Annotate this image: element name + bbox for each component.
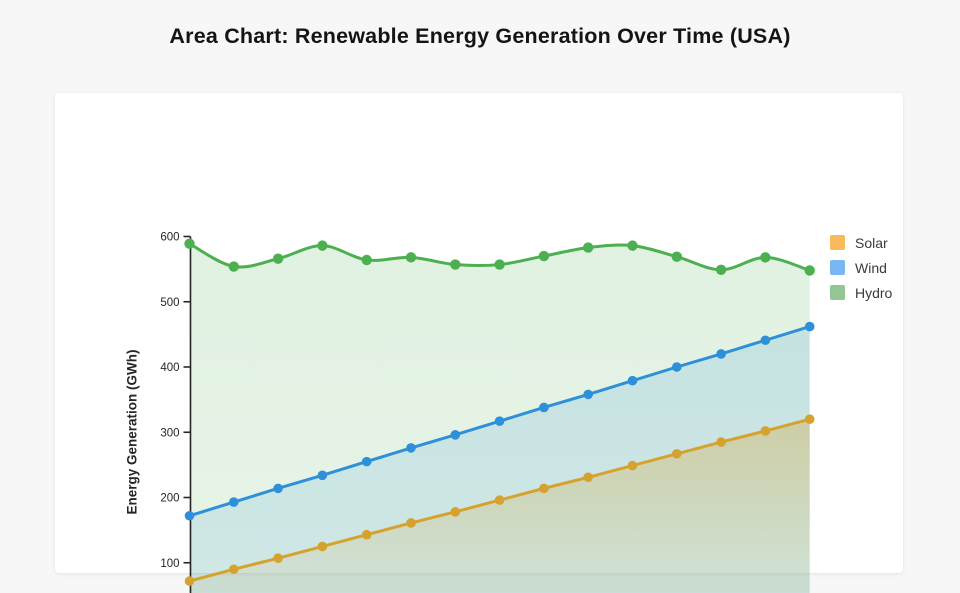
data-point-hydro[interactable] bbox=[406, 252, 416, 262]
y-axis-title: Energy Generation (GWh) bbox=[125, 349, 140, 514]
data-point-wind[interactable] bbox=[761, 335, 771, 345]
data-point-hydro[interactable] bbox=[805, 265, 815, 275]
data-point-hydro[interactable] bbox=[184, 238, 194, 248]
legend-label: Wind bbox=[855, 260, 887, 276]
legend-label: Solar bbox=[855, 235, 888, 251]
data-point-solar[interactable] bbox=[539, 484, 549, 494]
data-point-wind[interactable] bbox=[583, 390, 593, 400]
data-point-solar[interactable] bbox=[273, 553, 283, 563]
legend-item-wind[interactable]: Wind bbox=[830, 255, 892, 280]
data-point-solar[interactable] bbox=[229, 564, 239, 574]
data-point-wind[interactable] bbox=[229, 497, 239, 507]
data-point-wind[interactable] bbox=[805, 322, 815, 332]
y-tick-label: 100 bbox=[160, 558, 179, 570]
data-point-wind[interactable] bbox=[716, 349, 726, 359]
legend-swatch-wind bbox=[830, 260, 845, 275]
data-point-solar[interactable] bbox=[761, 426, 771, 436]
data-point-hydro[interactable] bbox=[450, 259, 460, 269]
data-point-wind[interactable] bbox=[318, 471, 328, 481]
legend-item-hydro[interactable]: Hydro bbox=[830, 280, 892, 305]
data-point-hydro[interactable] bbox=[273, 253, 283, 263]
data-point-wind[interactable] bbox=[451, 430, 461, 440]
data-point-hydro[interactable] bbox=[583, 242, 593, 252]
data-point-solar[interactable] bbox=[583, 472, 593, 482]
chart-card: 100 200 300 400 500 600 Energy Generation (GW… bbox=[55, 93, 903, 573]
data-point-solar[interactable] bbox=[805, 414, 815, 424]
data-point-wind[interactable] bbox=[495, 416, 505, 426]
y-axis: 100 200 300 400 500 600 bbox=[160, 232, 190, 593]
data-point-solar[interactable] bbox=[451, 507, 461, 517]
y-tick-label: 300 bbox=[160, 427, 179, 439]
data-point-hydro[interactable] bbox=[672, 252, 682, 262]
data-point-solar[interactable] bbox=[362, 530, 372, 540]
data-point-hydro[interactable] bbox=[539, 251, 549, 261]
data-point-solar[interactable] bbox=[628, 461, 638, 471]
legend-item-solar[interactable]: Solar bbox=[830, 230, 892, 255]
y-tick-label: 600 bbox=[160, 232, 179, 244]
data-point-hydro[interactable] bbox=[229, 261, 239, 271]
data-point-solar[interactable] bbox=[716, 437, 726, 447]
data-point-solar[interactable] bbox=[406, 518, 416, 528]
area-chart: 100 200 300 400 500 600 bbox=[55, 93, 960, 593]
legend: Solar Wind Hydro bbox=[830, 230, 892, 305]
legend-swatch-solar bbox=[830, 235, 845, 250]
data-point-hydro[interactable] bbox=[494, 259, 504, 269]
data-point-hydro[interactable] bbox=[716, 265, 726, 275]
data-point-wind[interactable] bbox=[672, 362, 682, 372]
data-point-solar[interactable] bbox=[185, 576, 195, 586]
legend-swatch-hydro bbox=[830, 285, 845, 300]
data-point-solar[interactable] bbox=[495, 495, 505, 505]
data-point-wind[interactable] bbox=[273, 484, 283, 494]
data-point-solar[interactable] bbox=[318, 542, 328, 552]
data-point-hydro[interactable] bbox=[362, 255, 372, 265]
data-point-hydro[interactable] bbox=[760, 252, 770, 262]
data-point-wind[interactable] bbox=[406, 443, 416, 453]
data-point-wind[interactable] bbox=[628, 376, 638, 386]
page-title: Area Chart: Renewable Energy Generation … bbox=[0, 24, 960, 49]
data-point-wind[interactable] bbox=[362, 457, 372, 467]
data-point-wind[interactable] bbox=[539, 403, 549, 413]
data-point-wind[interactable] bbox=[185, 511, 195, 521]
y-tick-label: 400 bbox=[160, 362, 179, 374]
y-tick-label: 500 bbox=[160, 297, 179, 309]
data-point-hydro[interactable] bbox=[317, 240, 327, 250]
legend-label: Hydro bbox=[855, 285, 892, 301]
data-point-hydro[interactable] bbox=[627, 240, 637, 250]
y-tick-label: 200 bbox=[160, 493, 179, 505]
data-point-solar[interactable] bbox=[672, 449, 682, 459]
